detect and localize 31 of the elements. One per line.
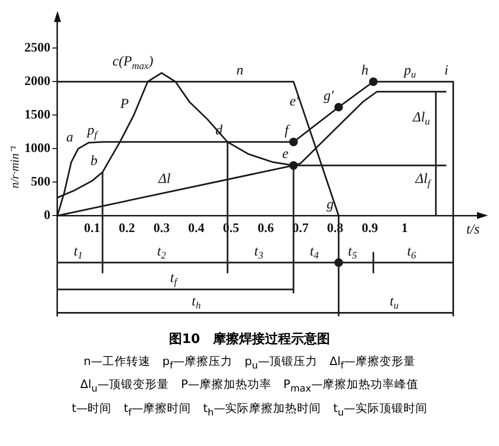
y-tick-label: 2000 [24, 73, 50, 88]
x-tick-label: 1 [401, 220, 408, 235]
annotation: g [326, 197, 334, 212]
text: 图10 摩擦焊接过程示意图 [168, 330, 332, 348]
x-tick-label: 0.9 [362, 220, 379, 235]
annotation: a [66, 130, 74, 146]
text: t—时间 t$_{f}$—摩擦时间 t$_{h}$—实际摩擦加热时间 t$_{u}$—实际顶锻时间 [70, 400, 428, 420]
y-tick-label: 2500 [24, 40, 50, 55]
annotation: g′ [324, 88, 335, 104]
annotation: P [119, 96, 130, 112]
annotation: e [282, 147, 289, 162]
text: Δl$_{u}$—顶锻变形量 P—摩擦加热功率 P$_{max}$—摩擦加热功率峰值 [79, 376, 420, 397]
annotation: n [236, 63, 244, 78]
x-tick-label: 0.4 [188, 220, 205, 235]
annotation: e′ [290, 94, 300, 110]
annotation: b [90, 154, 98, 169]
annotation: h [361, 63, 368, 78]
x-tick-label: 0.6 [258, 220, 274, 235]
text: n—工作转速 p$_{f}$—摩擦压力 p$_{u}$—顶锻压力 Δl$_{f}$—摩擦变形量 [82, 353, 416, 374]
annotation: i [444, 63, 448, 78]
x-axis-title: t/s [466, 222, 480, 238]
annotation: f [284, 124, 291, 139]
y-tick-label: 1000 [24, 140, 50, 156]
x-tick-label: 0.2 [118, 220, 135, 235]
y-tick-label: 500 [30, 174, 50, 189]
y-tick-label: 0 [44, 207, 50, 222]
x-tick-label: 0.1 [84, 220, 100, 235]
x-tick-label: 0.3 [153, 220, 170, 235]
y-tick-label: 1500 [24, 106, 50, 122]
y-axis-title: n/r·min⁻¹ [7, 145, 22, 188]
annotation: Δl [157, 172, 171, 188]
